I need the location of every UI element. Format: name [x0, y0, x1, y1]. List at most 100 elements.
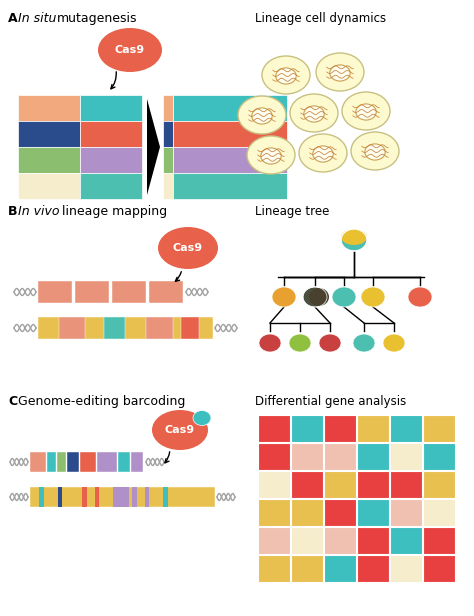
Bar	[75, 281, 109, 303]
Bar	[132, 487, 137, 507]
Bar	[390, 527, 422, 554]
Bar	[390, 415, 422, 442]
Bar	[324, 499, 356, 526]
Bar	[324, 527, 356, 554]
Text: Cas9: Cas9	[173, 243, 203, 253]
Bar	[104, 317, 126, 339]
Bar	[423, 443, 455, 470]
Bar	[149, 281, 183, 303]
Ellipse shape	[252, 108, 272, 124]
Ellipse shape	[193, 410, 211, 426]
Text: lineage mapping: lineage mapping	[62, 205, 167, 218]
Bar	[67, 452, 79, 472]
Ellipse shape	[261, 148, 281, 164]
Text: B: B	[8, 205, 18, 218]
Bar	[173, 173, 287, 199]
Bar	[423, 471, 455, 498]
Bar	[80, 173, 142, 199]
Bar	[291, 555, 323, 582]
Ellipse shape	[342, 92, 390, 130]
Text: mutagenesis: mutagenesis	[57, 12, 137, 25]
Ellipse shape	[247, 136, 295, 174]
Bar	[38, 281, 72, 303]
Ellipse shape	[313, 146, 333, 162]
Bar	[324, 415, 356, 442]
Text: Differential gene analysis: Differential gene analysis	[255, 395, 406, 408]
Ellipse shape	[259, 334, 281, 352]
Bar	[258, 443, 290, 470]
Bar	[324, 443, 356, 470]
FancyArrowPatch shape	[175, 272, 181, 282]
Bar	[30, 452, 46, 472]
Ellipse shape	[158, 227, 218, 269]
Bar	[82, 487, 87, 507]
Bar	[112, 281, 146, 303]
Bar	[57, 452, 66, 472]
Bar	[291, 499, 323, 526]
Bar	[423, 415, 455, 442]
Bar	[390, 471, 422, 498]
Bar	[324, 471, 356, 498]
Bar	[357, 499, 389, 526]
Bar	[357, 555, 389, 582]
Bar	[258, 471, 290, 498]
Bar	[80, 95, 142, 121]
Ellipse shape	[276, 68, 296, 84]
Bar	[38, 317, 213, 339]
Ellipse shape	[319, 334, 341, 352]
Bar	[291, 415, 323, 442]
Bar	[80, 147, 142, 173]
Bar	[258, 555, 290, 582]
Bar	[173, 95, 287, 121]
Text: C: C	[8, 395, 17, 408]
Bar	[357, 415, 389, 442]
Ellipse shape	[332, 287, 356, 307]
Bar	[258, 527, 290, 554]
Bar	[163, 95, 173, 121]
Ellipse shape	[341, 229, 367, 245]
Ellipse shape	[365, 144, 385, 160]
Bar	[423, 555, 455, 582]
Bar	[80, 452, 96, 472]
Bar	[390, 443, 422, 470]
Ellipse shape	[351, 132, 399, 170]
Bar	[357, 443, 389, 470]
FancyArrowPatch shape	[111, 72, 116, 89]
Ellipse shape	[98, 28, 162, 72]
Ellipse shape	[316, 53, 364, 91]
Bar	[163, 121, 173, 147]
Ellipse shape	[356, 104, 376, 120]
Bar	[173, 121, 287, 147]
Ellipse shape	[341, 229, 367, 251]
Text: In vivo: In vivo	[18, 205, 60, 218]
Ellipse shape	[304, 106, 324, 122]
Bar	[113, 487, 129, 507]
Bar	[131, 452, 143, 472]
Bar	[80, 121, 142, 147]
Bar	[59, 317, 85, 339]
Ellipse shape	[299, 134, 347, 172]
Bar	[182, 317, 199, 339]
Ellipse shape	[353, 334, 375, 352]
Ellipse shape	[238, 96, 286, 134]
Ellipse shape	[330, 65, 350, 81]
Bar	[30, 487, 215, 507]
Text: Lineage tree: Lineage tree	[255, 205, 329, 218]
Ellipse shape	[361, 287, 385, 307]
Bar	[423, 527, 455, 554]
Bar	[390, 555, 422, 582]
Bar	[95, 487, 99, 507]
Bar	[145, 487, 149, 507]
Bar	[163, 487, 168, 507]
Text: Cas9: Cas9	[165, 425, 195, 435]
Ellipse shape	[383, 334, 405, 352]
Polygon shape	[147, 99, 160, 195]
Ellipse shape	[262, 56, 310, 94]
Ellipse shape	[408, 287, 432, 307]
Ellipse shape	[152, 410, 208, 450]
Bar	[357, 527, 389, 554]
Bar	[324, 555, 356, 582]
Ellipse shape	[289, 334, 311, 352]
Ellipse shape	[272, 287, 296, 307]
Bar	[58, 487, 62, 507]
